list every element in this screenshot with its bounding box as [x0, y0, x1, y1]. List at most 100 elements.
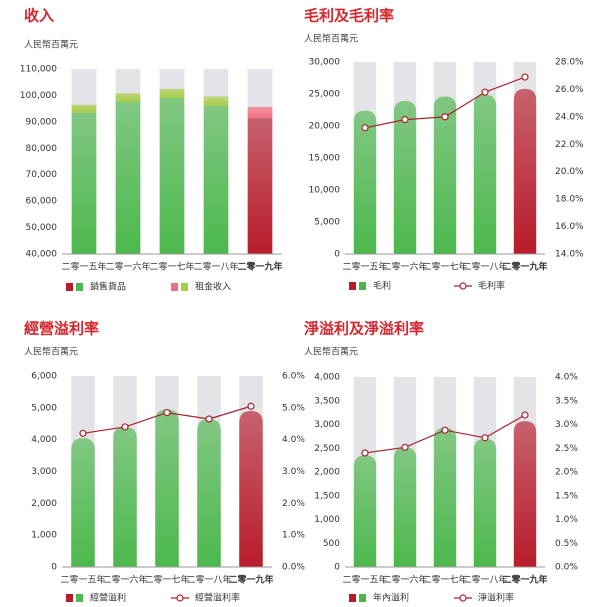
legend-swatch [359, 594, 366, 602]
legend-label: 租金收入 [195, 281, 231, 293]
y2-tick-label: 16.0% [555, 222, 584, 232]
legend-swatch [349, 282, 356, 290]
y-tick-label: 70,000 [26, 170, 58, 180]
y-tick-label: 0 [51, 563, 57, 573]
y-tick-label: 2,000 [314, 468, 340, 478]
line-marker [441, 426, 449, 434]
y-tick-label: 10,000 [309, 186, 341, 196]
y-tick-label: 90,000 [26, 117, 58, 127]
unit-label: 人民幣百萬元 [24, 346, 78, 358]
legend-swatch [76, 283, 83, 291]
bar [197, 418, 221, 567]
x-tick-label: 二零一五年 [342, 261, 387, 273]
y2-tick-label: 3.5% [555, 396, 578, 406]
y-tick-label: 20,000 [309, 122, 341, 132]
legend-label: 毛利率 [478, 280, 505, 292]
y2-tick-label: 0.0% [282, 563, 305, 573]
x-tick-label: 二零一八年 [462, 261, 507, 273]
y-tick-label: 500 [323, 539, 340, 549]
y-tick-label: 50,000 [26, 223, 58, 233]
legend-swatch [359, 282, 366, 290]
bar [155, 409, 179, 567]
line-marker [441, 113, 449, 121]
bar [71, 438, 95, 567]
bar [393, 447, 417, 567]
line-marker [361, 449, 369, 457]
bar-segment [159, 88, 185, 99]
y-tick-label: 5,000 [31, 403, 57, 413]
y-tick-label: 0 [334, 250, 340, 260]
y-tick-label: 5,000 [314, 218, 340, 228]
legend-label: 年內溢利 [373, 592, 409, 604]
y-tick-label: 0 [334, 563, 340, 573]
x-tick-label: 二零一六年 [382, 261, 427, 273]
y2-tick-label: 2.0% [282, 499, 305, 509]
bar [433, 427, 457, 567]
y-tick-label: 30,000 [309, 58, 341, 68]
y2-tick-label: 18.0% [555, 195, 584, 205]
chart-title: 收入 [24, 7, 54, 25]
bar [513, 88, 537, 254]
y-tick-label: 2,000 [31, 499, 57, 509]
bar [353, 110, 377, 254]
legend-swatch [181, 283, 188, 291]
y-tick-label: 3,000 [314, 420, 340, 430]
line-marker [121, 423, 129, 431]
line-marker [521, 73, 529, 81]
x-tick-label: 二零一六年 [382, 574, 427, 586]
x-tick-label: 二零一五年 [342, 574, 387, 586]
bar-segment [115, 93, 141, 103]
legend-swatch [66, 594, 73, 602]
x-tick-label: 二零一七年 [149, 261, 194, 273]
bar [433, 96, 457, 254]
y-tick-label: 100,000 [20, 91, 57, 101]
y2-tick-label: 26.0% [555, 85, 584, 95]
unit-label: 人民幣百萬元 [304, 33, 358, 45]
chart-title: 毛利及毛利率 [304, 7, 394, 25]
legend-label: 淨溢利率 [478, 592, 514, 604]
y2-tick-label: 3.0% [555, 420, 578, 430]
bar-segment [247, 106, 273, 118]
line-marker [401, 443, 409, 451]
y-tick-label: 110,000 [20, 65, 57, 75]
x-tick-label: 二零一六年 [105, 261, 150, 273]
y2-tick-label: 0.5% [555, 539, 578, 549]
chart-title: 經營溢利率 [24, 320, 99, 338]
y2-tick-label: 1.5% [555, 491, 578, 501]
y2-tick-label: 1.0% [282, 531, 305, 541]
line-marker [401, 115, 409, 124]
y2-tick-label: 2.5% [555, 444, 578, 454]
x-tick-label: 二零一九年 [237, 261, 282, 273]
x-tick-label: 二零一九年 [502, 261, 547, 273]
bar-segment [71, 112, 97, 254]
unit-label: 人民幣百萬元 [304, 346, 358, 358]
bar [239, 411, 263, 567]
bar-segment [203, 96, 229, 106]
y-tick-label: 15,000 [309, 154, 341, 164]
y2-tick-label: 4.0% [282, 435, 305, 445]
y-tick-label: 3,500 [314, 396, 340, 406]
y2-tick-label: 0.0% [555, 563, 578, 573]
bar [353, 455, 377, 567]
y-tick-label: 80,000 [26, 144, 58, 154]
y-tick-label: 25,000 [309, 90, 341, 100]
y-tick-label: 6,000 [31, 372, 57, 382]
line-marker [481, 88, 489, 96]
y2-tick-label: 22.0% [555, 140, 584, 150]
bar [473, 438, 497, 567]
x-tick-label: 二零一九年 [228, 574, 273, 586]
x-tick-label: 二零一六年 [102, 574, 147, 586]
line-marker [79, 429, 87, 437]
y-tick-label: 4,000 [314, 373, 340, 383]
line-marker [205, 415, 213, 423]
y-tick-label: 1,500 [314, 491, 340, 501]
bar-segment [203, 106, 229, 254]
x-tick-label: 二零一九年 [502, 574, 547, 586]
legend-label: 毛利 [373, 280, 391, 292]
y2-tick-label: 6.0% [282, 372, 305, 382]
y2-tick-label: 28.0% [555, 58, 584, 68]
y-tick-label: 4,000 [31, 435, 57, 445]
line-marker [163, 409, 171, 417]
bar [393, 101, 417, 254]
y-tick-label: 2,500 [314, 444, 340, 454]
